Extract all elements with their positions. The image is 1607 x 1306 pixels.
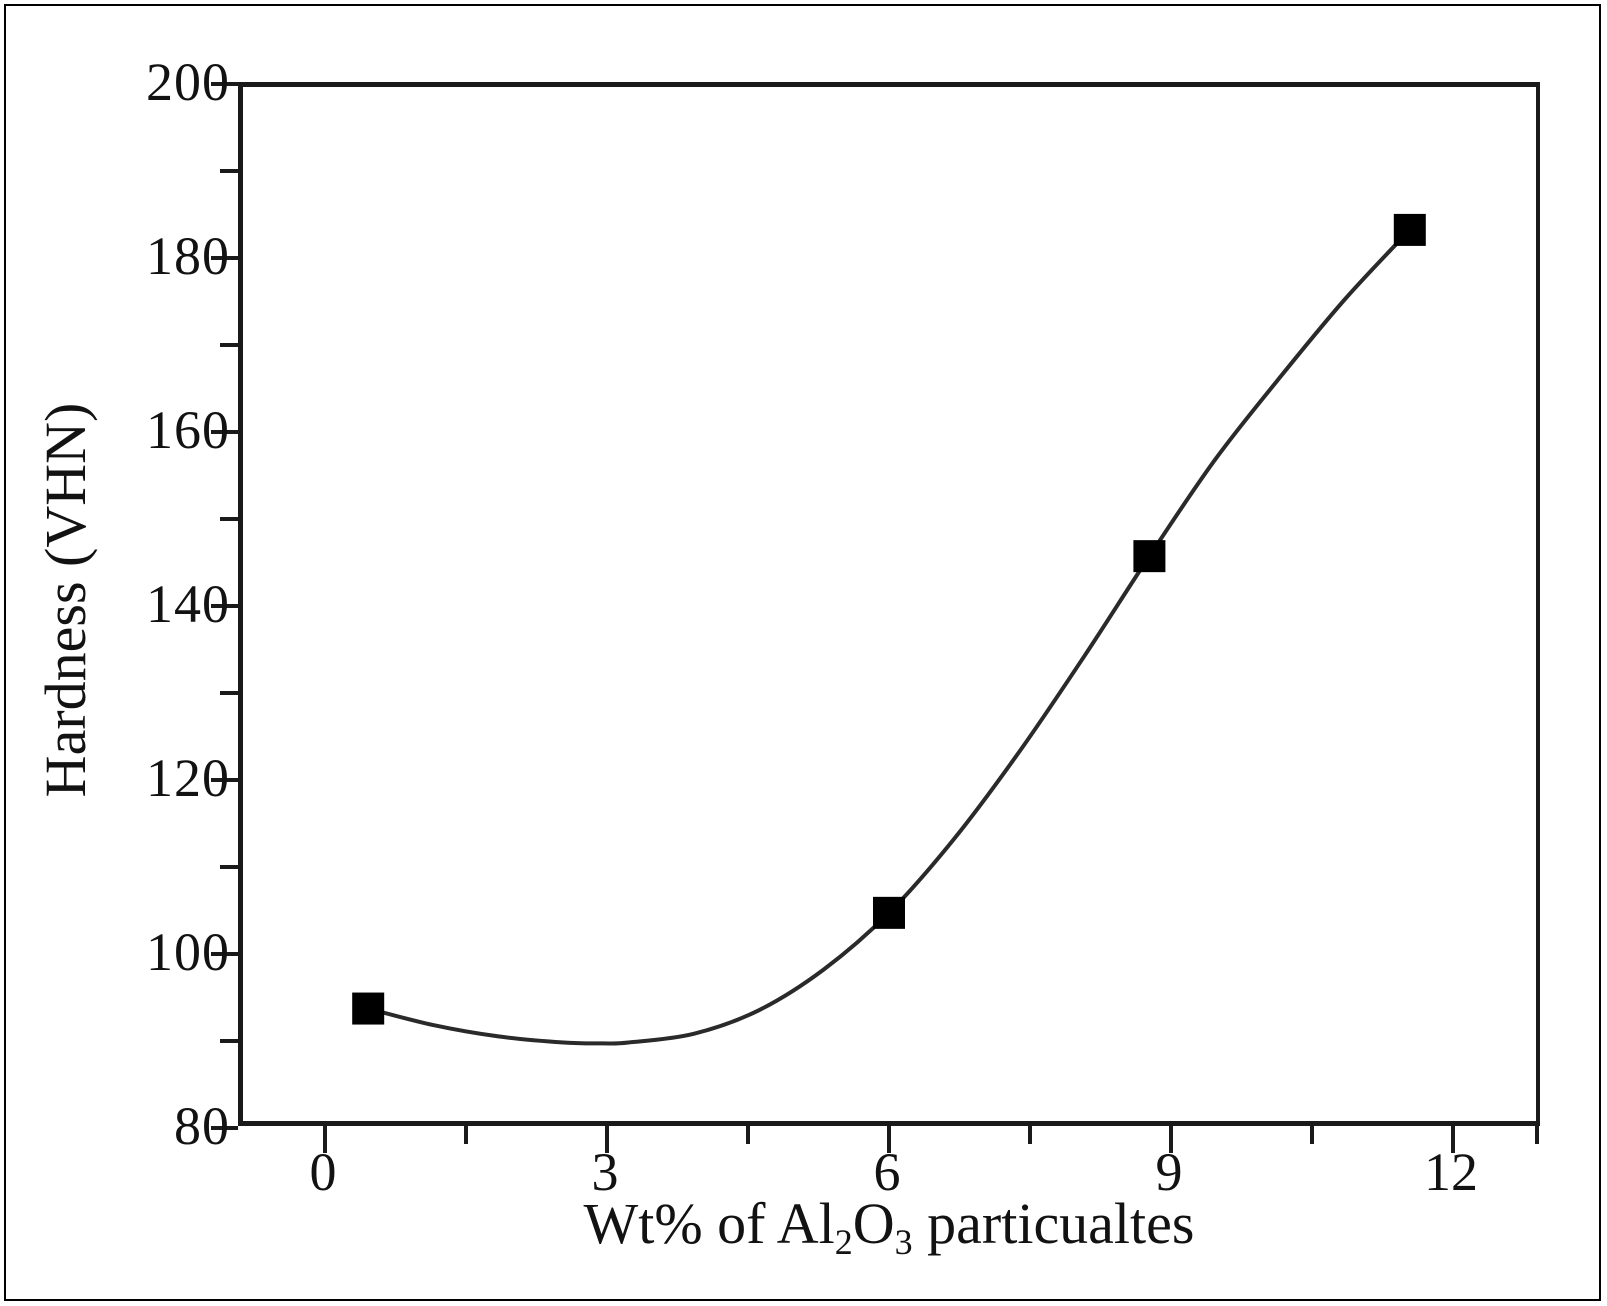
- data-point-marker: [1393, 213, 1426, 246]
- plot-area: 80 100 120 140 160 180 200 0 3 6 9 12: [146, 55, 1540, 1200]
- x-tick-label: 12: [1424, 1142, 1478, 1202]
- y-tick-label: 200: [146, 52, 230, 112]
- y-axis-title: Hardness (VHN): [33, 402, 98, 798]
- x-tick-minor: [1535, 1126, 1539, 1144]
- y-tick-major: [211, 952, 238, 956]
- x-tick-label: 0: [309, 1142, 337, 1202]
- x-tick-minor: [464, 1126, 468, 1144]
- x-tick-major: [605, 1126, 609, 1153]
- y-tick-minor: [220, 1039, 238, 1043]
- x-tick-major: [323, 1126, 327, 1153]
- y-tick-minor: [220, 169, 238, 173]
- x-tick-major: [1451, 1126, 1455, 1153]
- y-tick-major: [211, 256, 238, 260]
- y-tick-label: 180: [146, 226, 230, 286]
- x-tick-label: 6: [873, 1142, 901, 1202]
- y-tick-major: [211, 604, 238, 608]
- data-point-marker: [1133, 540, 1166, 573]
- x-tick-minor: [1310, 1126, 1314, 1144]
- x-tick-minor: [746, 1126, 750, 1144]
- y-tick-label: 140: [146, 574, 230, 634]
- x-tick-major: [887, 1126, 891, 1153]
- y-tick-minor: [220, 865, 238, 869]
- y-tick-major: [211, 82, 238, 86]
- figure-outer-border: [4, 4, 1601, 1301]
- axis-frame: [238, 82, 1540, 1126]
- x-tick-label: 9: [1155, 1142, 1183, 1202]
- x-tick-minor: [1028, 1126, 1032, 1144]
- y-tick-minor: [220, 691, 238, 695]
- y-tick-major: [211, 778, 238, 782]
- y-tick-major: [211, 430, 238, 434]
- y-tick-minor: [220, 517, 238, 521]
- y-tick-major: [211, 1126, 238, 1130]
- y-tick-label: 160: [146, 400, 230, 460]
- y-tick-label: 100: [146, 922, 230, 982]
- x-tick-label: 3: [591, 1142, 619, 1202]
- chart-plot: [352, 213, 1426, 1046]
- x-tick-major: [1169, 1126, 1173, 1153]
- y-tick-minor: [220, 343, 238, 347]
- y-tick-label: 80: [174, 1096, 230, 1156]
- series-markers-hardness: [352, 213, 1426, 1025]
- x-axis-title-text: Wt% of Al2O3 particualtes: [583, 1191, 1195, 1262]
- y-tick-label: 120: [146, 748, 230, 808]
- x-axis-title: Wt% of Al2O3 particualtes: [238, 1192, 1540, 1274]
- data-point-marker: [352, 992, 385, 1025]
- data-point-marker: [873, 896, 905, 929]
